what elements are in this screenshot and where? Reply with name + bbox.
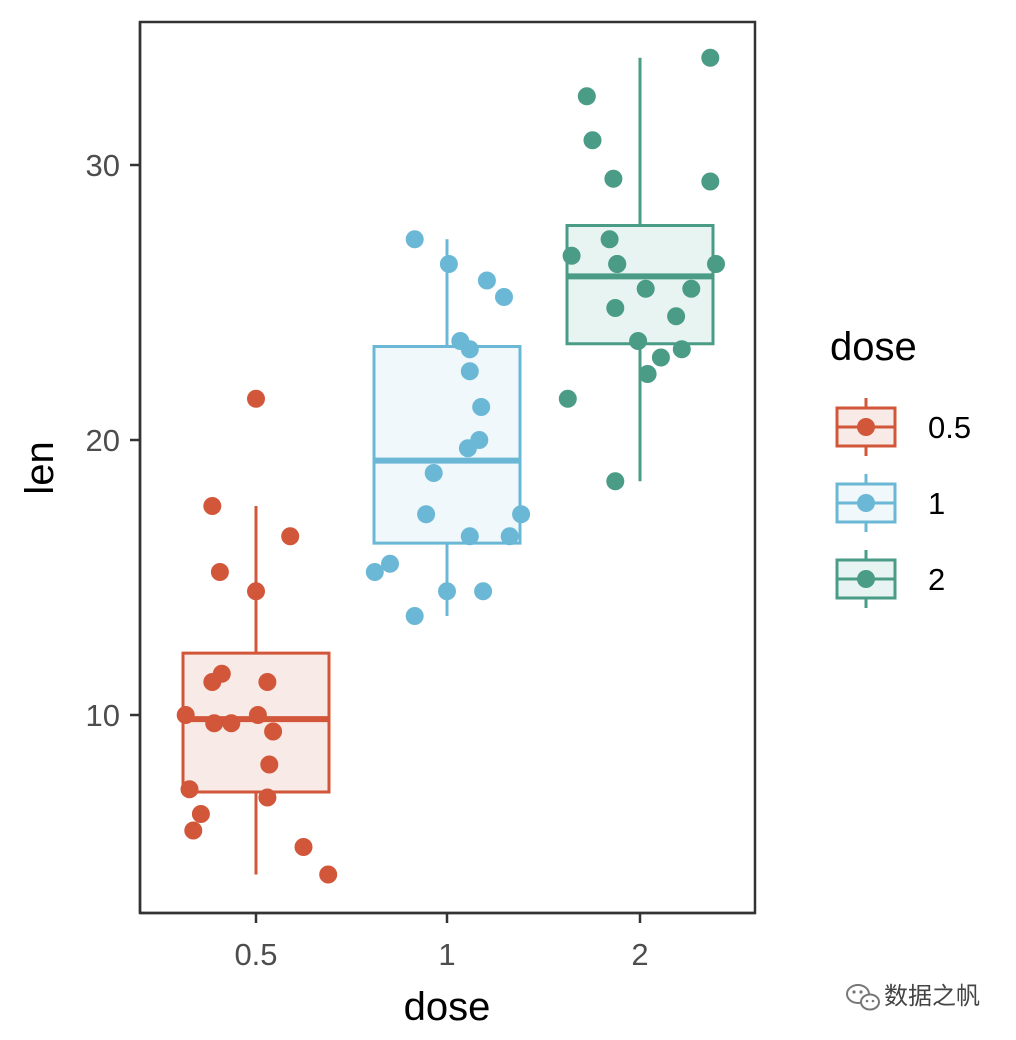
data-point xyxy=(583,131,602,150)
data-point xyxy=(205,714,224,733)
box-1 xyxy=(372,239,522,616)
y-axis-title: len xyxy=(18,441,62,494)
data-point xyxy=(247,389,265,408)
data-point xyxy=(608,255,627,273)
x-axis-title: dose xyxy=(404,985,491,1029)
legend-key-0.5: 0.5 xyxy=(835,398,971,456)
data-point xyxy=(438,582,456,601)
data-point xyxy=(672,340,691,359)
data-point xyxy=(405,607,424,625)
data-point xyxy=(294,838,313,856)
data-point xyxy=(477,271,496,290)
data-point xyxy=(191,805,210,823)
legend-label: 0.5 xyxy=(928,410,971,445)
data-point xyxy=(512,505,531,524)
y-tick-label: 30 xyxy=(86,148,120,183)
data-point xyxy=(319,865,338,884)
data-point xyxy=(258,788,277,807)
data-point xyxy=(667,307,686,326)
data-point xyxy=(629,332,648,350)
data-point xyxy=(248,706,267,724)
legend: dose 0.5 1 2 xyxy=(830,325,971,608)
data-point xyxy=(365,563,384,581)
legend-label: 2 xyxy=(928,562,945,597)
data-point xyxy=(258,673,277,691)
data-point xyxy=(439,255,458,273)
y-tick-label: 20 xyxy=(86,423,120,458)
data-point xyxy=(460,527,479,546)
data-point xyxy=(264,722,283,741)
data-point xyxy=(472,398,491,416)
x-tick-label: 2 xyxy=(631,937,648,972)
data-point xyxy=(460,362,479,381)
data-point xyxy=(500,527,519,546)
watermark-text: 数据之帆 xyxy=(884,982,980,1010)
data-point xyxy=(203,497,222,515)
data-point xyxy=(458,439,477,458)
data-point xyxy=(638,365,657,383)
data-point xyxy=(707,255,725,273)
legend-entries: 0.5 1 2 xyxy=(835,398,971,608)
data-point xyxy=(417,505,436,524)
y-tick-label: 10 xyxy=(86,698,120,733)
legend-point xyxy=(857,418,875,436)
data-point xyxy=(604,169,623,188)
data-point xyxy=(636,279,655,298)
data-point xyxy=(577,87,596,106)
legend-point xyxy=(857,570,875,588)
watermark: 数据之帆 xyxy=(846,982,980,1011)
data-point xyxy=(606,299,625,317)
data-point xyxy=(281,527,300,546)
x-tick-label: 0.5 xyxy=(234,937,277,972)
points-layer xyxy=(176,48,725,884)
data-point xyxy=(701,48,720,67)
data-point xyxy=(651,348,670,367)
legend-point xyxy=(857,494,875,512)
box-body xyxy=(372,345,522,545)
x-tick-label: 1 xyxy=(438,937,455,972)
data-point xyxy=(460,340,479,359)
data-point xyxy=(176,706,195,724)
wechat-icon xyxy=(846,984,880,1011)
data-point xyxy=(222,714,241,733)
data-point xyxy=(600,230,619,249)
data-point xyxy=(606,472,625,491)
legend-key-1: 1 xyxy=(835,474,945,532)
data-point xyxy=(562,246,581,265)
legend-key-2: 2 xyxy=(835,550,945,608)
data-point xyxy=(495,288,513,306)
x-axis: 0.5 1 2 xyxy=(140,911,755,972)
y-axis: 10 20 30 xyxy=(86,22,142,913)
data-point xyxy=(184,821,203,840)
data-point xyxy=(682,279,701,298)
data-point xyxy=(424,464,443,482)
plot-area xyxy=(138,20,757,915)
data-point xyxy=(247,582,265,601)
data-point xyxy=(405,230,424,249)
data-point xyxy=(260,755,279,774)
legend-label: 1 xyxy=(928,486,945,521)
data-point xyxy=(701,172,720,191)
legend-title: dose xyxy=(830,325,917,369)
data-point xyxy=(180,780,199,799)
data-point xyxy=(203,673,222,691)
data-point xyxy=(381,554,399,573)
data-point xyxy=(558,389,577,408)
data-point xyxy=(474,582,493,601)
data-point xyxy=(210,563,229,581)
